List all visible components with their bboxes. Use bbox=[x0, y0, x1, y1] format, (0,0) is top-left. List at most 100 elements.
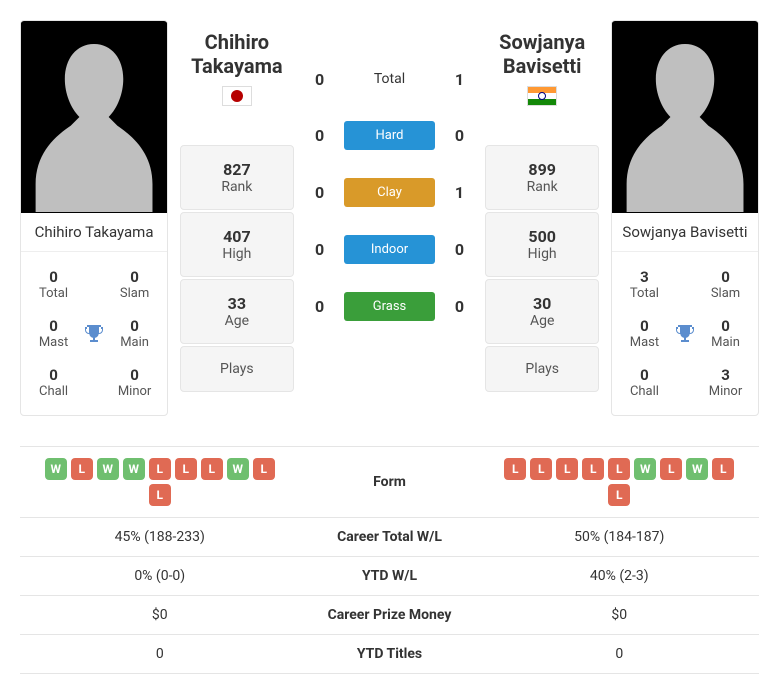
form-loss-icon[interactable]: L bbox=[582, 458, 604, 480]
h2h-surface-row: 0 Hard 0 bbox=[306, 121, 474, 150]
h2h-surface-row: 0 Clay 1 bbox=[306, 178, 474, 207]
ytd-wl-row: 0% (0-0) YTD W/L 40% (2-3) bbox=[20, 557, 759, 596]
h2h-surface-p2: 0 bbox=[445, 297, 473, 316]
player1-career-wl: 45% (188-233) bbox=[35, 529, 285, 545]
player2-minor-titles: 3Minor bbox=[697, 358, 754, 407]
player2-ytd-titles: 0 bbox=[495, 646, 745, 662]
comparison-header: Chihiro Takayama 0Total 0Slam 0Mast 0Mai… bbox=[20, 20, 759, 416]
player2-career-wl: 50% (184-187) bbox=[495, 529, 745, 545]
ytd-titles-label: YTD Titles bbox=[285, 646, 495, 662]
form-loss-icon[interactable]: L bbox=[530, 458, 552, 480]
ytd-titles-row: 0 YTD Titles 0 bbox=[20, 635, 759, 674]
player2-rank-box: 899Rank bbox=[485, 145, 599, 210]
player1-card-name[interactable]: Chihiro Takayama bbox=[21, 213, 167, 252]
player2-chall-titles: 0Chall bbox=[616, 358, 673, 407]
player2-card-name[interactable]: Sowjanya Bavisetti bbox=[612, 213, 758, 252]
player2-slam-titles: 0Slam bbox=[697, 260, 754, 309]
h2h-surface-label[interactable]: Indoor bbox=[344, 235, 436, 264]
player2-prize: $0 bbox=[495, 607, 745, 623]
h2h-total-p2: 1 bbox=[445, 70, 473, 89]
form-win-icon[interactable]: W bbox=[45, 458, 67, 480]
form-win-icon[interactable]: W bbox=[227, 458, 249, 480]
form-loss-icon[interactable]: L bbox=[175, 458, 197, 480]
player1-age-box: 33Age bbox=[180, 279, 294, 344]
player1-photo bbox=[21, 21, 167, 213]
h2h-surface-p2: 0 bbox=[445, 240, 473, 259]
h2h-surface-row: 0 Grass 0 bbox=[306, 292, 474, 321]
player2-total-titles: 3Total bbox=[616, 260, 673, 309]
player1-slam-titles: 0Slam bbox=[106, 260, 163, 309]
ytd-wl-label: YTD W/L bbox=[285, 568, 495, 584]
player2-name-line2[interactable]: Bavisetti bbox=[485, 54, 599, 78]
player1-high-box: 407High bbox=[180, 212, 294, 277]
trophy-icon bbox=[82, 309, 106, 358]
player2-stats-col: Sowjanya Bavisetti 899Rank 500High 30Age… bbox=[485, 20, 599, 394]
form-label: Form bbox=[285, 474, 495, 490]
form-loss-icon[interactable]: L bbox=[608, 458, 630, 480]
h2h-total-label: Total bbox=[344, 65, 436, 93]
player2-name-line1[interactable]: Sowjanya bbox=[485, 30, 599, 54]
h2h-surface-p1: 0 bbox=[306, 297, 334, 316]
form-loss-icon[interactable]: L bbox=[253, 458, 275, 480]
india-flag-icon bbox=[527, 86, 557, 106]
player2-age-box: 30Age bbox=[485, 279, 599, 344]
player1-rank-box: 827Rank bbox=[180, 145, 294, 210]
h2h-total-p1: 0 bbox=[306, 70, 334, 89]
h2h-surface-p1: 0 bbox=[306, 126, 334, 145]
japan-flag-icon bbox=[222, 86, 252, 106]
form-loss-icon[interactable]: L bbox=[608, 484, 630, 506]
player1-titles-grid: 0Total 0Slam 0Mast 0Main 0Chall 0Minor bbox=[21, 252, 167, 415]
form-loss-icon[interactable]: L bbox=[504, 458, 526, 480]
trophy-icon bbox=[673, 309, 697, 358]
h2h-surface-row: 0 Indoor 0 bbox=[306, 235, 474, 264]
player1-name-line1[interactable]: Chihiro bbox=[180, 30, 294, 54]
player1-main-titles: 0Main bbox=[106, 309, 163, 358]
player2-form: LLLLLWLWLL bbox=[495, 458, 745, 506]
h2h-surface-p1: 0 bbox=[306, 183, 334, 202]
h2h-surface-p1: 0 bbox=[306, 240, 334, 259]
form-loss-icon[interactable]: L bbox=[712, 458, 734, 480]
h2h-surface-p2: 0 bbox=[445, 126, 473, 145]
player2-plays-box: Plays bbox=[485, 346, 599, 392]
h2h-surface-label[interactable]: Clay bbox=[344, 178, 436, 207]
prize-label: Career Prize Money bbox=[285, 607, 495, 623]
form-loss-icon[interactable]: L bbox=[149, 484, 171, 506]
player1-name-line2[interactable]: Takayama bbox=[180, 54, 294, 78]
form-win-icon[interactable]: W bbox=[686, 458, 708, 480]
career-wl-label: Career Total W/L bbox=[285, 529, 495, 545]
player1-card: Chihiro Takayama 0Total 0Slam 0Mast 0Mai… bbox=[20, 20, 168, 416]
player1-plays-box: Plays bbox=[180, 346, 294, 392]
form-loss-icon[interactable]: L bbox=[660, 458, 682, 480]
form-win-icon[interactable]: W bbox=[634, 458, 656, 480]
player2-card: Sowjanya Bavisetti 3Total 0Slam 0Mast 0M… bbox=[611, 20, 759, 416]
prize-row: $0 Career Prize Money $0 bbox=[20, 596, 759, 635]
player2-high-box: 500High bbox=[485, 212, 599, 277]
stats-table: WLWWLLLWLL Form LLLLLWLWLL 45% (188-233)… bbox=[20, 446, 759, 674]
form-win-icon[interactable]: W bbox=[97, 458, 119, 480]
player1-chall-titles: 0Chall bbox=[25, 358, 82, 407]
silhouette-icon bbox=[21, 21, 167, 213]
silhouette-icon bbox=[612, 21, 758, 213]
player1-prize: $0 bbox=[35, 607, 285, 623]
player2-titles-grid: 3Total 0Slam 0Mast 0Main 0Chall 3Minor bbox=[612, 252, 758, 415]
form-loss-icon[interactable]: L bbox=[149, 458, 171, 480]
player2-photo bbox=[612, 21, 758, 213]
h2h-surface-label[interactable]: Grass bbox=[344, 292, 436, 321]
form-loss-icon[interactable]: L bbox=[201, 458, 223, 480]
player1-stats-col: Chihiro Takayama 827Rank 407High 33Age P… bbox=[180, 20, 294, 394]
h2h-surface-p2: 1 bbox=[445, 183, 473, 202]
player1-name-block: Chihiro Takayama bbox=[180, 20, 294, 145]
player2-main-titles: 0Main bbox=[697, 309, 754, 358]
h2h-total-row: 0 Total 1 bbox=[306, 65, 474, 93]
form-loss-icon[interactable]: L bbox=[71, 458, 93, 480]
player1-ytd-wl: 0% (0-0) bbox=[35, 568, 285, 584]
career-wl-row: 45% (188-233) Career Total W/L 50% (184-… bbox=[20, 518, 759, 557]
player2-mast-titles: 0Mast bbox=[616, 309, 673, 358]
player2-name-block: Sowjanya Bavisetti bbox=[485, 20, 599, 145]
player1-form: WLWWLLLWLL bbox=[35, 458, 285, 506]
form-win-icon[interactable]: W bbox=[123, 458, 145, 480]
form-loss-icon[interactable]: L bbox=[556, 458, 578, 480]
h2h-surface-label[interactable]: Hard bbox=[344, 121, 436, 150]
player2-ytd-wl: 40% (2-3) bbox=[495, 568, 745, 584]
player1-ytd-titles: 0 bbox=[35, 646, 285, 662]
